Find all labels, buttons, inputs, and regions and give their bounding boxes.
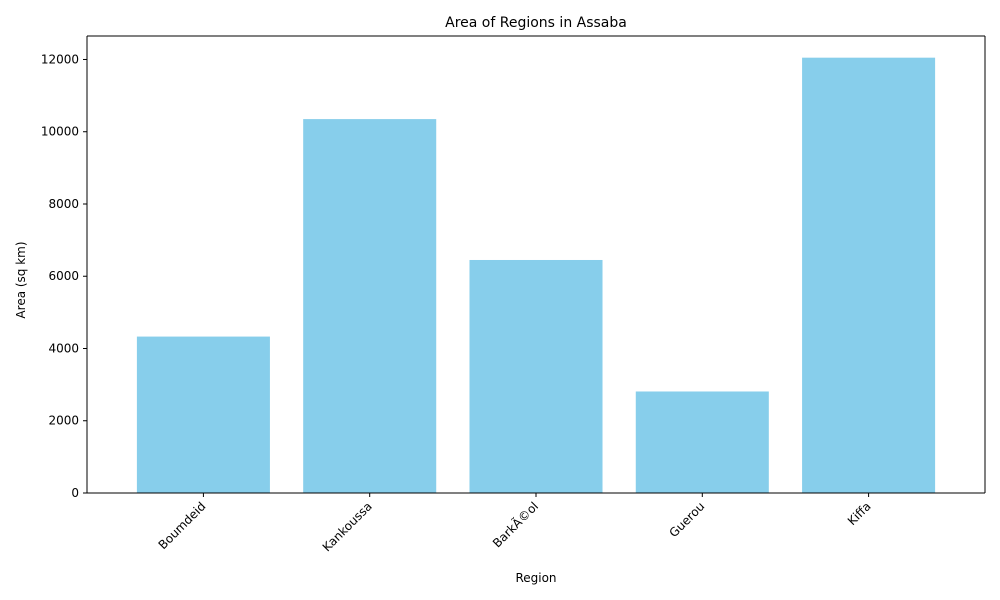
x-tick-label: BarkÃ©ol — [489, 499, 541, 551]
x-tick-label: Kankoussa — [320, 499, 375, 554]
bar-1 — [303, 119, 437, 493]
y-tick-label: 4000 — [48, 341, 79, 355]
x-tick-label: Boumdeid — [156, 499, 209, 552]
x-axis-ticks: Boumdeid Kankoussa BarkÃ©ol Guerou Kiffa — [156, 493, 874, 554]
y-tick-label: 0 — [71, 486, 79, 500]
bars-group — [136, 57, 936, 493]
bar-0 — [136, 336, 270, 493]
x-axis-label: Region — [515, 571, 556, 585]
y-axis-label: Area (sq km) — [14, 241, 28, 318]
y-tick-label: 8000 — [48, 197, 79, 211]
y-tick-label: 10000 — [41, 125, 79, 139]
x-tick-label: Kiffa — [845, 499, 874, 528]
y-tick-label: 2000 — [48, 414, 79, 428]
x-tick-label: Guerou — [666, 499, 707, 540]
y-axis-ticks: 0 2000 4000 6000 8000 10000 12000 — [41, 52, 87, 500]
y-tick-label: 6000 — [48, 269, 79, 283]
bar-2 — [469, 259, 603, 493]
bar-4 — [802, 57, 936, 493]
y-tick-label: 12000 — [41, 52, 79, 66]
chart-title: Area of Regions in Assaba — [445, 15, 627, 31]
bar-3 — [635, 391, 769, 493]
